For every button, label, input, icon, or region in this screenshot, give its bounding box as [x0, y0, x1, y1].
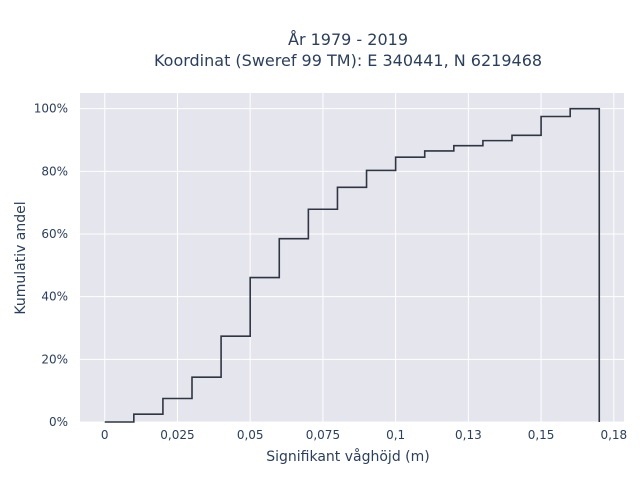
- x-tick-label: 0,1: [386, 428, 405, 442]
- x-tick-label: 0,075: [306, 428, 340, 442]
- chart-title-line-1: År 1979 - 2019: [288, 30, 408, 49]
- x-tick-label: 0,05: [237, 428, 264, 442]
- y-tick-label: 100%: [34, 102, 68, 116]
- y-axis-label: Kumulativ andel: [13, 201, 29, 314]
- x-gridlines: [104, 93, 615, 422]
- x-tick-label: 0,15: [528, 428, 555, 442]
- x-tick-label: 0: [101, 428, 109, 442]
- x-tick-label: 0,18: [600, 428, 627, 442]
- y-tick-label: 80%: [41, 164, 68, 178]
- x-axis-label: Signifikant våghöjd (m): [266, 448, 429, 465]
- y-tick-label: 0%: [49, 415, 68, 429]
- x-tick-label: 0,025: [160, 428, 194, 442]
- y-axis-ticks: 0% 20% 40% 60% 80% 100%: [34, 102, 68, 429]
- y-gridlines: [80, 108, 624, 423]
- series-line: [104, 107, 601, 423]
- y-tick-label: 40%: [41, 290, 68, 304]
- chart-title-line-2: Koordinat (Sweref 99 TM): E 340441, N 62…: [154, 51, 542, 70]
- y-tick-label: 20%: [41, 352, 68, 366]
- x-axis-ticks: 0 0,025 0,05 0,075 0,1 0,13 0,15 0,18: [101, 428, 627, 442]
- series-lines: [104, 107, 601, 423]
- y-tick-label: 60%: [41, 227, 68, 241]
- x-tick-label: 0,13: [455, 428, 482, 442]
- plot-area: [80, 93, 624, 422]
